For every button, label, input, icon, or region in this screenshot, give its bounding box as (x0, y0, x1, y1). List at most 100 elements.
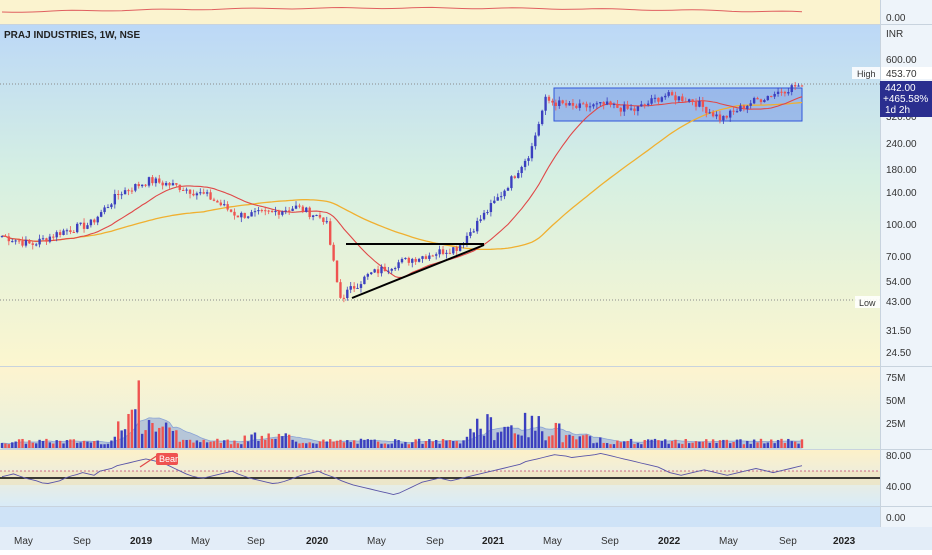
volume-bar (79, 442, 82, 448)
candle-body (564, 103, 568, 106)
volume-bar (605, 443, 609, 448)
candle-body (496, 197, 499, 201)
price-pane[interactable] (0, 25, 880, 366)
rsi-scale[interactable]: 80.00 40.00 (886, 451, 911, 493)
volume-bar (646, 439, 650, 448)
volume-bar (486, 414, 489, 448)
volume-bar (424, 441, 428, 448)
volume-bar (294, 441, 298, 448)
candle-body (520, 166, 523, 174)
volume-bar (318, 441, 322, 448)
volume-bar (233, 440, 236, 448)
bear-divergence-badge[interactable] (156, 453, 178, 465)
volume-bar (780, 438, 783, 448)
volume-bar (657, 440, 660, 448)
candle-body (602, 102, 605, 105)
candle-body (175, 183, 178, 185)
volume-bar (164, 422, 168, 448)
volume-bar (534, 430, 537, 448)
candle-body (257, 210, 260, 212)
candle-body (417, 258, 421, 262)
volume-bar (718, 440, 722, 448)
volume-tick: 75M (886, 373, 905, 384)
triangle-support-line[interactable] (351, 244, 485, 299)
candle-body (137, 184, 140, 187)
volume-bar (701, 441, 705, 448)
volume-bar (322, 439, 325, 448)
top-indicator-line (1, 6, 803, 13)
volume-bar (537, 416, 540, 448)
volume-bar (479, 428, 482, 448)
top-indicator-pane[interactable] (0, 0, 880, 24)
candle-body (89, 219, 93, 226)
volume-bar (171, 430, 175, 448)
candle-body (332, 244, 335, 261)
volume-bar (0, 443, 4, 448)
candle-body (397, 262, 400, 269)
candle-body (558, 100, 561, 107)
volume-bar (623, 441, 626, 448)
volume-bar (742, 444, 746, 448)
volume-bar (158, 427, 161, 448)
bottom-indicator-pane[interactable] (0, 507, 880, 527)
volume-bar (55, 440, 58, 448)
candle-body (113, 193, 117, 205)
candle-body (28, 239, 31, 244)
candle-body (722, 115, 725, 121)
volume-bar (800, 439, 804, 448)
candle-body (195, 193, 199, 196)
volume-bar (253, 432, 257, 448)
candle-body (274, 211, 277, 213)
candle-body (21, 240, 24, 246)
candle-body (517, 173, 520, 178)
candle-body (281, 211, 284, 215)
time-label: May (719, 536, 738, 547)
volume-bar (756, 442, 759, 448)
candle-body (123, 190, 127, 195)
time-label: 2023 (833, 536, 856, 547)
candle-body (725, 115, 728, 118)
candle-body (732, 110, 735, 112)
price-scale[interactable]: 600.00 320.00 240.00 180.00 140.00 100.0… (886, 55, 917, 359)
candle-body (404, 257, 407, 259)
volume-bar (640, 444, 643, 448)
volume-bar (161, 426, 164, 448)
volume-bar (759, 438, 763, 448)
volume-bar (465, 436, 469, 448)
volume-bar (674, 439, 677, 448)
time-axis[interactable]: May Sep 2019 May Sep 2020 May Sep 2021 M… (14, 536, 856, 547)
volume-bar (41, 440, 45, 448)
candle-body (585, 103, 588, 108)
candle-body (349, 286, 352, 290)
volume-scale[interactable]: 75M 50M 25M (886, 373, 905, 430)
candle-body (250, 212, 253, 217)
volume-bar (349, 442, 352, 448)
volume-bar (89, 442, 93, 448)
candle-body (503, 190, 506, 197)
price-tick: 320.00 (886, 112, 917, 123)
candle-body (694, 101, 698, 107)
candle-body (383, 266, 387, 271)
candle-body (393, 268, 397, 270)
candle-body (315, 214, 318, 216)
volume-bar (575, 439, 578, 448)
time-axis-bar[interactable] (0, 527, 932, 550)
current-price-badge[interactable]: 442.00 +465.58% 1d 2h (880, 81, 932, 117)
candle-body (759, 99, 763, 103)
candle-body (424, 256, 428, 259)
candle-body (551, 100, 554, 103)
volume-bar (147, 420, 151, 448)
candle-body (127, 190, 130, 192)
candle-body (578, 103, 581, 108)
candle-body (523, 160, 527, 167)
volume-bar (749, 443, 752, 448)
consolidation-box[interactable] (553, 87, 803, 122)
top-indicator-scale-label: 0.00 (886, 13, 906, 24)
volume-bar (120, 430, 123, 448)
volume-bar (240, 444, 243, 448)
candle-body (537, 124, 540, 136)
volume-bar (277, 433, 281, 448)
candle-body (554, 102, 558, 107)
candle-body (476, 220, 479, 232)
